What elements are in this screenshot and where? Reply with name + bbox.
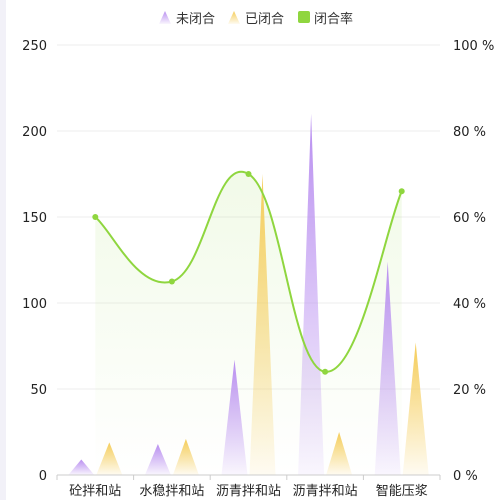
y-left-tick-label: 50 [30, 383, 47, 398]
legend-swatch-closed [228, 11, 240, 24]
x-category-label: 砼拌和站 [69, 484, 121, 499]
legend-swatch-unclosed [159, 11, 171, 24]
unclosed-bar[interactable] [374, 261, 401, 475]
legend: 未闭合 已闭合 闭合率 [159, 11, 353, 27]
bars [68, 113, 429, 476]
legend-label-rate: 闭合率 [314, 11, 353, 27]
y-right-tick-label: 20 % [453, 383, 486, 398]
y-left-tick-label: 150 [22, 211, 47, 226]
unclosed-bar[interactable] [298, 113, 325, 476]
y-left-tick-label: 250 [22, 39, 47, 54]
rate-point[interactable] [245, 171, 252, 177]
rate-point[interactable] [322, 368, 329, 375]
y-right-tick-label: 80 % [453, 125, 486, 140]
unclosed-bar[interactable] [221, 359, 248, 475]
legend-item-closed[interactable]: 已闭合 [228, 11, 284, 27]
x-category-label: 沥青拌和站 [293, 484, 358, 499]
rate-point[interactable] [92, 214, 99, 220]
closed-bar[interactable] [402, 342, 429, 475]
legend-label-unclosed: 未闭合 [176, 12, 215, 27]
closed-bar[interactable] [172, 438, 199, 475]
rate-point[interactable] [398, 188, 405, 195]
legend-item-rate[interactable]: 闭合率 [298, 11, 353, 27]
closed-bar[interactable] [326, 432, 353, 475]
legend-label-closed: 已闭合 [245, 12, 284, 27]
y-right-tick-label: 40 % [453, 297, 486, 312]
x-category-label: 智能压浆 [376, 484, 428, 499]
rate-line[interactable] [94, 170, 403, 373]
rate-line-layer [92, 170, 405, 375]
rate-point[interactable] [168, 278, 175, 285]
y-left-tick-label: 100 [22, 297, 47, 312]
axes: 0 50 100 150 200 250 0 % 20 % 40 % 60 % 80 % 100 % 砼… [22, 39, 494, 499]
y-right-tick-label: 100 % [453, 39, 494, 54]
y-left-tick-label: 0 [39, 469, 47, 484]
x-category-label: 水稳拌和站 [139, 483, 204, 499]
unclosed-bar[interactable] [68, 459, 95, 475]
x-category-label: 沥青拌和站 [216, 484, 281, 499]
y-right-tick-label: 60 % [453, 211, 486, 226]
legend-swatch-rate [298, 11, 310, 23]
rate-area [95, 171, 402, 475]
legend-item-unclosed[interactable]: 未闭合 [159, 11, 215, 27]
y-right-tick-label: 0 % [453, 469, 478, 484]
left-edge-strip [0, 0, 6, 500]
closed-bar[interactable] [96, 442, 123, 475]
y-left-tick-label: 200 [22, 125, 47, 140]
closed-bar[interactable] [249, 174, 276, 475]
rate-area-fill [95, 171, 402, 475]
unclosed-bar[interactable] [144, 444, 171, 475]
